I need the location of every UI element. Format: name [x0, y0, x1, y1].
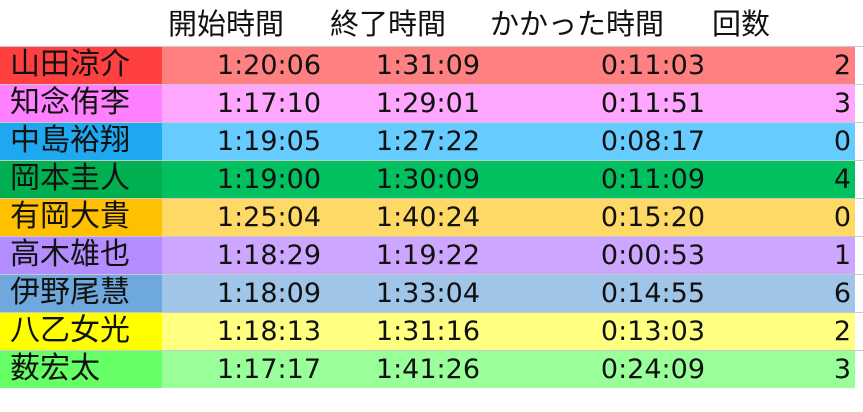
header-end-time[interactable]: 終了時間 — [330, 7, 447, 41]
table-row: 岡本圭人 1:19:00 1:30:09 0:11:09 4 — [0, 160, 863, 198]
count-cell[interactable]: 3 — [833, 354, 851, 385]
duration-cell[interactable]: 0:08:17 — [600, 126, 705, 157]
row-edge — [855, 47, 863, 84]
name-cell[interactable]: 伊野尾慧 — [0, 275, 162, 312]
start-time-cell[interactable]: 1:18:13 — [216, 316, 321, 347]
end-time-cell[interactable]: 1:27:22 — [375, 126, 480, 157]
row-edge — [855, 313, 863, 350]
row-band — [162, 85, 855, 122]
row-band — [162, 351, 855, 388]
duration-cell[interactable]: 0:11:09 — [600, 164, 705, 195]
row-edge — [855, 85, 863, 122]
count-cell[interactable]: 0 — [833, 202, 851, 233]
table-row: 中島裕翔 1:19:05 1:27:22 0:08:17 0 — [0, 122, 863, 160]
header-count[interactable]: 回数 — [712, 7, 771, 41]
duration-cell[interactable]: 0:11:03 — [600, 50, 705, 81]
count-cell[interactable]: 2 — [833, 316, 851, 347]
duration-cell[interactable]: 0:00:53 — [600, 240, 705, 271]
duration-cell[interactable]: 0:11:51 — [600, 88, 705, 119]
name-cell[interactable]: 山田涼介 — [0, 47, 162, 84]
row-band — [162, 275, 855, 312]
header-row: 開始時間 終了時間 かかった時間 回数 — [0, 0, 863, 47]
data-rows: 山田涼介 1:20:06 1:31:09 0:11:03 2 知念侑李 1:17… — [0, 46, 863, 388]
row-band — [162, 237, 855, 274]
table-row: 高木雄也 1:18:29 1:19:22 0:00:53 1 — [0, 236, 863, 274]
start-time-cell[interactable]: 1:17:17 — [216, 354, 321, 385]
start-time-cell[interactable]: 1:19:00 — [216, 164, 321, 195]
header-start-time[interactable]: 開始時間 — [168, 7, 285, 41]
row-edge — [855, 237, 863, 274]
count-cell[interactable]: 4 — [833, 164, 851, 195]
table-row: 有岡大貴 1:25:04 1:40:24 0:15:20 0 — [0, 198, 863, 236]
count-cell[interactable]: 2 — [833, 50, 851, 81]
count-cell[interactable]: 1 — [833, 240, 851, 271]
name-cell[interactable]: 中島裕翔 — [0, 123, 162, 160]
duration-cell[interactable]: 0:14:55 — [600, 278, 705, 309]
table-row: 薮宏太 1:17:17 1:41:26 0:24:09 3 — [0, 350, 863, 388]
table-row: 伊野尾慧 1:18:09 1:33:04 0:14:55 6 — [0, 274, 863, 312]
name-cell[interactable]: 高木雄也 — [0, 237, 162, 274]
start-time-cell[interactable]: 1:19:05 — [216, 126, 321, 157]
start-time-cell[interactable]: 1:17:10 — [216, 88, 321, 119]
table-row: 知念侑李 1:17:10 1:29:01 0:11:51 3 — [0, 84, 863, 122]
name-cell[interactable]: 有岡大貴 — [0, 199, 162, 236]
count-cell[interactable]: 6 — [833, 278, 851, 309]
end-time-cell[interactable]: 1:41:26 — [375, 354, 480, 385]
row-band — [162, 123, 855, 160]
count-cell[interactable]: 0 — [833, 126, 851, 157]
end-time-cell[interactable]: 1:33:04 — [375, 278, 480, 309]
duration-cell[interactable]: 0:13:03 — [600, 316, 705, 347]
end-time-cell[interactable]: 1:31:16 — [375, 316, 480, 347]
row-band — [162, 47, 855, 84]
row-edge — [855, 275, 863, 312]
start-time-cell[interactable]: 1:18:29 — [216, 240, 321, 271]
end-time-cell[interactable]: 1:40:24 — [375, 202, 480, 233]
row-edge — [855, 123, 863, 160]
table-row: 八乙女光 1:18:13 1:31:16 0:13:03 2 — [0, 312, 863, 350]
end-time-cell[interactable]: 1:19:22 — [375, 240, 480, 271]
row-band — [162, 199, 855, 236]
table-row: 山田涼介 1:20:06 1:31:09 0:11:03 2 — [0, 46, 863, 84]
end-time-cell[interactable]: 1:30:09 — [375, 164, 480, 195]
name-cell[interactable]: 知念侑李 — [0, 85, 162, 122]
name-cell[interactable]: 八乙女光 — [0, 313, 162, 350]
start-time-cell[interactable]: 1:18:09 — [216, 278, 321, 309]
row-band — [162, 161, 855, 198]
name-cell[interactable]: 岡本圭人 — [0, 161, 162, 198]
start-time-cell[interactable]: 1:25:04 — [216, 202, 321, 233]
count-cell[interactable]: 3 — [833, 88, 851, 119]
row-band — [162, 313, 855, 350]
header-duration[interactable]: かかった時間 — [490, 7, 665, 41]
row-edge — [855, 161, 863, 198]
start-time-cell[interactable]: 1:20:06 — [216, 50, 321, 81]
name-cell[interactable]: 薮宏太 — [0, 351, 162, 388]
end-time-cell[interactable]: 1:29:01 — [375, 88, 480, 119]
duration-cell[interactable]: 0:15:20 — [600, 202, 705, 233]
end-time-cell[interactable]: 1:31:09 — [375, 50, 480, 81]
row-edge — [855, 351, 863, 388]
row-edge — [855, 199, 863, 236]
duration-cell[interactable]: 0:24:09 — [600, 354, 705, 385]
